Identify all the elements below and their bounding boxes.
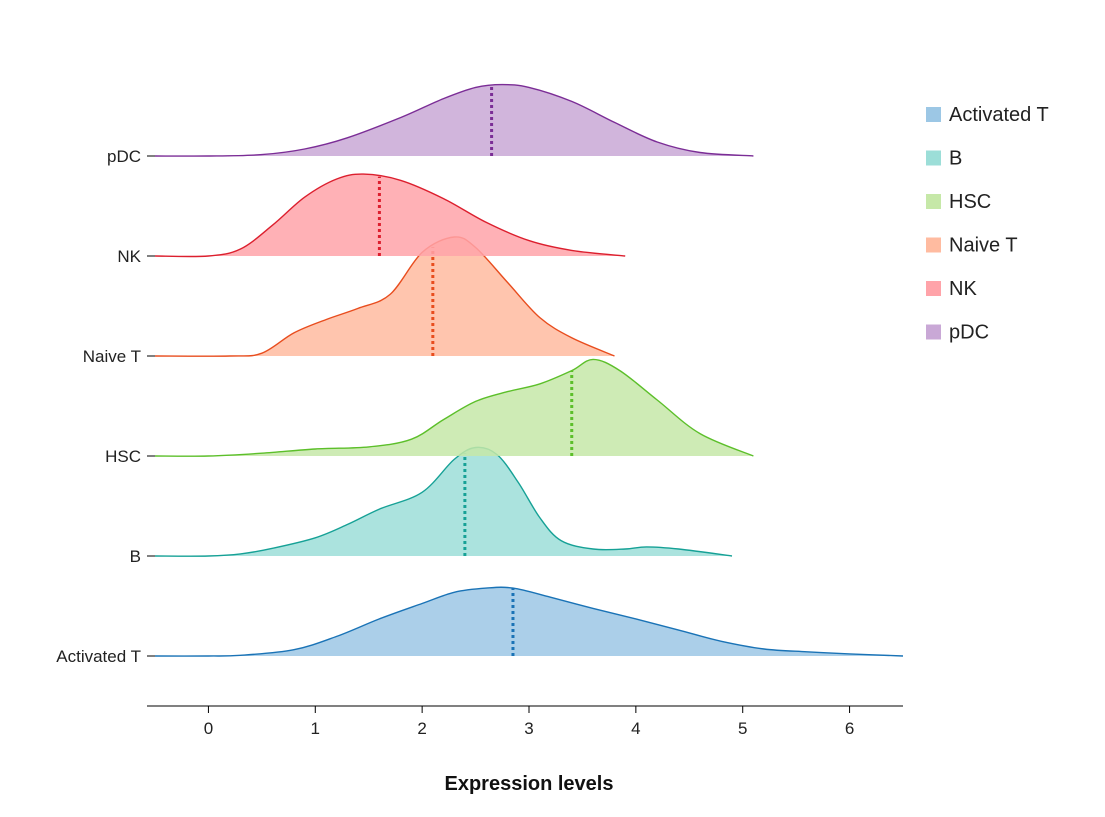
legend-label-naive-t: Naive T — [949, 235, 1018, 257]
legend-label-nk: NK — [949, 278, 977, 300]
density-line-pdc — [154, 83, 754, 157]
ridge-pdc — [154, 83, 754, 157]
density-area-activated-t — [155, 587, 903, 657]
density-area-b — [155, 447, 732, 557]
x-axis-title: Expression levels — [445, 773, 614, 795]
ridge-nk — [154, 173, 626, 258]
ridge-b — [154, 446, 733, 557]
y-tick-label-nk: NK — [117, 247, 141, 266]
legend-swatch-nk — [926, 281, 941, 296]
density-line-hsc — [154, 358, 754, 457]
y-tick-label-naive-t: Naive T — [83, 347, 141, 366]
ridge-naive-t — [154, 236, 615, 357]
ridge-activated-t — [154, 586, 904, 657]
legend-swatch-activated-t — [926, 107, 941, 122]
x-tick-label-2: 2 — [417, 719, 426, 738]
y-tick-label-pdc: pDC — [107, 147, 141, 166]
density-line-nk — [154, 173, 626, 258]
legend-label-b: B — [949, 148, 962, 170]
x-tick-label-6: 6 — [845, 719, 854, 738]
x-tick-label-4: 4 — [631, 719, 640, 738]
density-line-naive-t — [154, 236, 615, 357]
density-area-naive-t — [155, 236, 615, 357]
legend-swatch-pdc — [926, 324, 941, 340]
density-area-hsc — [155, 359, 754, 457]
legend-label-activated-t: Activated T — [949, 104, 1049, 126]
legend-swatch-naive-t — [926, 237, 941, 253]
x-tick-label-5: 5 — [738, 719, 747, 738]
density-area-nk — [155, 174, 626, 257]
legend-swatch-hsc — [926, 194, 941, 209]
y-tick-label-hsc: HSC — [105, 447, 141, 466]
x-tick-label-3: 3 — [524, 719, 533, 738]
y-tick-label-activated-t: Activated T — [56, 647, 141, 666]
legend-swatch-b — [926, 150, 941, 166]
legend-label-hsc: HSC — [949, 191, 991, 213]
legend-label-pdc: pDC — [949, 322, 989, 344]
y-tick-label-b: B — [130, 547, 141, 566]
ridges — [154, 83, 904, 657]
x-axis: 0 1 2 3 4 5 6 — [147, 705, 903, 738]
ridge-hsc — [154, 358, 754, 457]
density-area-pdc — [155, 84, 754, 157]
y-axis: Activated T B HSC Naive T NK pDC — [56, 147, 155, 666]
x-tick-label-0: 0 — [204, 719, 213, 738]
x-tick-label-1: 1 — [311, 719, 320, 738]
legend: Activated T B HSC Naive T NK pDC — [926, 104, 1049, 344]
